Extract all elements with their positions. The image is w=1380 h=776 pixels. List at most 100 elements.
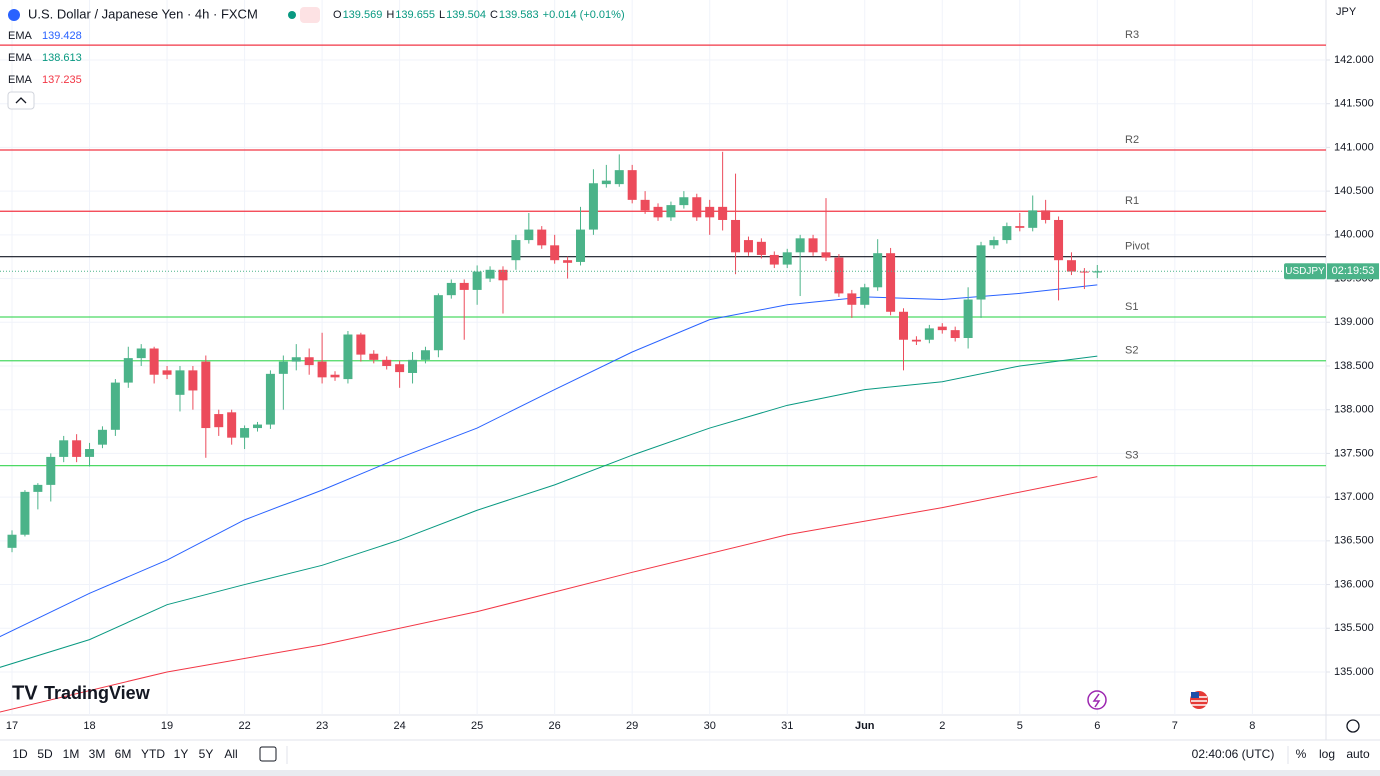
candle-body: [356, 334, 366, 355]
ema-line: [0, 284, 1098, 638]
x-tick-label: 24: [393, 720, 405, 732]
y-tick-label: 138.500: [1334, 360, 1374, 372]
candle-body: [214, 414, 224, 428]
y-tick-label: 139.000: [1334, 316, 1374, 328]
candle-body: [601, 180, 611, 185]
countdown-text: 02:19:53: [1332, 265, 1375, 277]
y-tick-label: 141.000: [1334, 141, 1374, 153]
candle-body: [537, 229, 547, 246]
candle-body: [149, 348, 159, 375]
candle-body: [679, 197, 689, 206]
range-button[interactable]: 5D: [37, 747, 53, 761]
candle-body: [588, 183, 598, 230]
candle-body: [640, 199, 650, 211]
candle-body: [756, 241, 766, 255]
x-tick-label: 18: [83, 720, 95, 732]
candle-body: [782, 252, 792, 265]
pivot-label: S2: [1125, 345, 1138, 357]
candle-body: [317, 361, 327, 378]
collapse-button[interactable]: [7, 91, 35, 110]
candle-body: [1015, 226, 1025, 228]
candle-body: [304, 357, 314, 366]
candle-body: [1054, 219, 1064, 261]
candle-body: [265, 373, 275, 425]
candle-body: [382, 359, 392, 366]
range-button[interactable]: YTD: [141, 747, 165, 761]
brand-logo: TV: [12, 682, 38, 704]
ohlc-value: 139.583: [499, 9, 539, 21]
candle-body: [860, 287, 870, 305]
y-tick-label: 141.500: [1334, 98, 1374, 110]
x-tick-label: 8: [1249, 720, 1255, 732]
candle-body: [408, 359, 418, 373]
ohlc-label: O: [333, 9, 342, 21]
candle-body: [924, 328, 934, 340]
pivot-label: S3: [1125, 450, 1138, 462]
range-button[interactable]: 5Y: [199, 747, 214, 761]
candle-body: [873, 253, 883, 288]
range-button[interactable]: 1M: [63, 747, 80, 761]
candle-body: [97, 429, 107, 445]
brand-name: TradingView: [44, 683, 151, 703]
candle-body: [705, 206, 715, 218]
event-icon[interactable]: [1087, 690, 1107, 710]
candle-body: [627, 170, 637, 200]
x-tick-label: 2: [939, 720, 945, 732]
candle-body: [653, 206, 663, 218]
candle-body: [769, 254, 779, 265]
candle-body: [614, 170, 624, 185]
currency[interactable]: JPY: [1336, 6, 1357, 18]
candle-body: [963, 299, 973, 339]
x-tick-label: 19: [161, 720, 173, 732]
status-badge: [300, 7, 320, 23]
candle-body: [162, 370, 172, 375]
axis-option[interactable]: log: [1319, 747, 1335, 761]
candle-body: [718, 206, 728, 220]
x-tick-label: 31: [781, 720, 793, 732]
calendar-icon[interactable]: [259, 746, 277, 762]
candle-body: [7, 534, 17, 548]
x-tick-label: 26: [549, 720, 561, 732]
countdown-tag: [1327, 263, 1379, 280]
pivot-label: Pivot: [1125, 241, 1149, 253]
x-tick-label: 22: [238, 720, 250, 732]
y-tick-label: 136.500: [1334, 535, 1374, 547]
legend-value: 139.428: [42, 30, 82, 42]
pivot-label: R1: [1125, 195, 1139, 207]
candle-body: [937, 326, 947, 331]
range-button[interactable]: 3M: [89, 747, 106, 761]
candle-body: [1092, 271, 1102, 273]
candle-body: [911, 339, 921, 342]
axis-option[interactable]: auto: [1346, 747, 1370, 761]
candle-body: [395, 364, 405, 373]
clock: 02:40:06 (UTC): [1192, 747, 1275, 761]
range-button[interactable]: 1Y: [174, 747, 189, 761]
x-tick-label: Jun: [855, 720, 875, 732]
axis-option[interactable]: %: [1296, 747, 1307, 761]
x-tick-label: 7: [1172, 720, 1178, 732]
legend-name: EMA: [8, 74, 33, 86]
candle-body: [330, 374, 340, 378]
settings-icon[interactable]: [1346, 719, 1360, 733]
candle-body: [498, 269, 508, 281]
candle-body: [420, 350, 430, 360]
candle-body: [795, 238, 805, 253]
range-button[interactable]: 6M: [115, 747, 132, 761]
y-tick-label: 138.000: [1334, 404, 1374, 416]
symbol-title[interactable]: U.S. Dollar / Japanese Yen · 4h · FXCM: [28, 6, 258, 21]
range-button[interactable]: All: [224, 747, 237, 761]
legend-name: EMA: [8, 30, 33, 42]
candle-body: [989, 240, 999, 246]
candle-body: [834, 257, 844, 294]
ohlc-label: L: [439, 9, 445, 21]
candle-body: [110, 382, 120, 430]
symbol-tag: [1284, 263, 1326, 280]
range-button[interactable]: 1D: [12, 747, 28, 761]
collapse-icon: [15, 97, 27, 104]
candle-body: [1079, 271, 1089, 273]
candle-body: [175, 370, 185, 395]
candle-body: [743, 240, 753, 253]
